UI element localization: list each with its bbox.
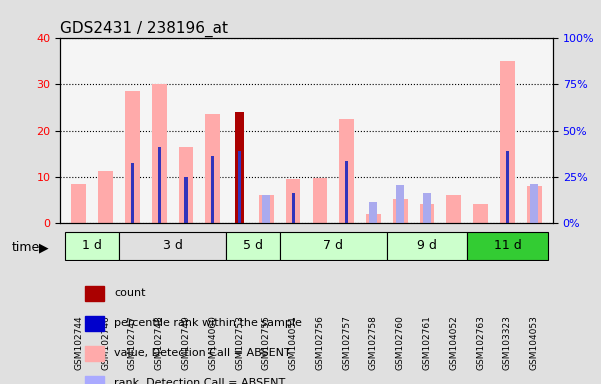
Text: 1 d: 1 d	[82, 239, 102, 252]
Bar	[157, 147, 161, 223]
FancyBboxPatch shape	[226, 232, 279, 260]
Bar	[345, 161, 349, 223]
Bar	[85, 346, 105, 361]
Text: 11 d: 11 d	[493, 239, 521, 252]
Bar	[125, 91, 140, 223]
Text: 9 d: 9 d	[417, 239, 437, 252]
Bar	[262, 195, 270, 223]
Bar	[85, 316, 105, 331]
Text: ▶: ▶	[39, 241, 49, 254]
Bar	[396, 185, 404, 223]
Text: GSM102760: GSM102760	[395, 315, 404, 370]
Text: rank, Detection Call = ABSENT: rank, Detection Call = ABSENT	[114, 378, 285, 384]
Text: 7 d: 7 d	[323, 239, 343, 252]
Text: GSM102763: GSM102763	[476, 315, 485, 370]
Bar	[178, 147, 194, 223]
FancyBboxPatch shape	[66, 232, 119, 260]
Text: GSM102755: GSM102755	[262, 315, 271, 370]
Bar	[340, 119, 354, 223]
Bar	[419, 204, 435, 223]
Text: GSM104053: GSM104053	[529, 315, 538, 370]
Text: time: time	[12, 241, 40, 254]
FancyBboxPatch shape	[119, 232, 226, 260]
Bar	[370, 202, 377, 223]
Text: GDS2431 / 238196_at: GDS2431 / 238196_at	[60, 21, 228, 37]
FancyBboxPatch shape	[279, 232, 387, 260]
Text: GSM102756: GSM102756	[316, 315, 325, 370]
Bar	[500, 61, 514, 223]
Bar	[185, 177, 188, 223]
Bar	[99, 171, 113, 223]
FancyBboxPatch shape	[467, 232, 548, 260]
Bar	[527, 186, 542, 223]
Text: GSM104051: GSM104051	[288, 315, 297, 370]
Bar	[235, 112, 244, 223]
Bar	[211, 156, 215, 223]
Text: GSM104052: GSM104052	[450, 315, 459, 370]
Bar	[131, 163, 134, 223]
Bar	[85, 376, 105, 384]
Bar	[85, 286, 105, 301]
Bar	[366, 214, 381, 223]
Bar	[473, 204, 488, 223]
Bar	[447, 195, 461, 223]
Bar	[506, 151, 509, 223]
Bar	[206, 114, 220, 223]
Text: count: count	[114, 288, 146, 298]
Text: GSM102758: GSM102758	[369, 315, 378, 370]
Text: value, Detection Call = ABSENT: value, Detection Call = ABSENT	[114, 348, 291, 358]
Text: 3 d: 3 d	[163, 239, 183, 252]
FancyBboxPatch shape	[387, 232, 467, 260]
Text: GSM102744: GSM102744	[75, 315, 84, 369]
Bar	[313, 177, 328, 223]
Text: GSM102746: GSM102746	[101, 315, 110, 370]
Text: GSM104060: GSM104060	[209, 315, 218, 370]
Bar	[291, 193, 294, 223]
Text: GSM102747: GSM102747	[128, 315, 137, 370]
Bar	[238, 151, 241, 223]
Text: GSM102753: GSM102753	[235, 315, 244, 370]
Bar	[423, 193, 431, 223]
Text: 5 d: 5 d	[243, 239, 263, 252]
Bar	[152, 84, 166, 223]
Text: GSM103323: GSM103323	[503, 315, 512, 370]
Text: GSM102757: GSM102757	[342, 315, 351, 370]
Text: GSM102748: GSM102748	[154, 315, 163, 370]
Text: GSM102761: GSM102761	[423, 315, 432, 370]
Bar	[285, 179, 300, 223]
Bar	[72, 184, 86, 223]
Text: percentile rank within the sample: percentile rank within the sample	[114, 318, 302, 328]
Text: GSM102749: GSM102749	[182, 315, 191, 370]
Bar	[530, 184, 538, 223]
Bar	[393, 199, 407, 223]
Bar	[259, 195, 273, 223]
